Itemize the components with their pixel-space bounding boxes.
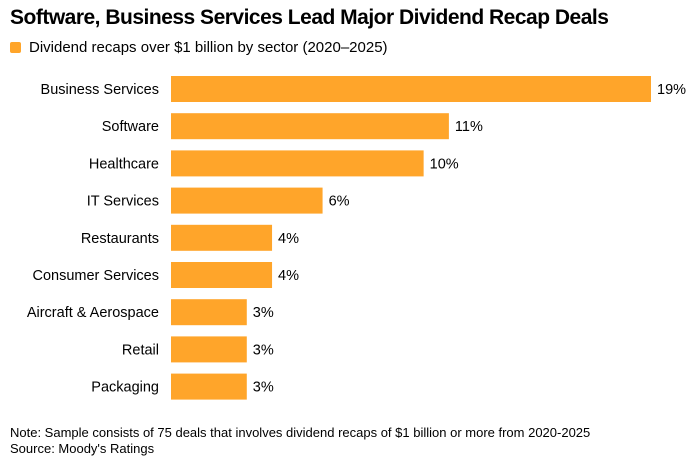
value-label: 3% xyxy=(253,380,274,396)
bar xyxy=(171,224,273,251)
bar-chart: Business Services 19% Software 11% Healthcar… xyxy=(27,76,686,400)
bar xyxy=(171,336,247,363)
bar xyxy=(171,262,273,288)
category-label: Business Services xyxy=(41,82,159,98)
value-label: 3% xyxy=(253,305,274,321)
value-label: 19% xyxy=(657,82,686,98)
legend-label: Dividend recaps over $1 billion by secto… xyxy=(29,39,388,56)
bar xyxy=(171,373,247,400)
footer: Note: Sample consists of 75 deals that i… xyxy=(10,425,590,457)
value-label: 3% xyxy=(253,342,274,358)
value-label: 4% xyxy=(278,231,299,247)
category-label: Healthcare xyxy=(89,156,159,172)
value-label: 6% xyxy=(329,194,350,210)
bar xyxy=(171,299,247,326)
bar xyxy=(171,150,424,177)
category-label: Consumer Services xyxy=(32,268,159,284)
category-label: Aircraft & Aerospace xyxy=(27,305,159,321)
value-label: 11% xyxy=(455,119,483,135)
footnote: Note: Sample consists of 75 deals that i… xyxy=(10,425,591,440)
category-label: Retail xyxy=(122,342,159,358)
chart-title: Software, Business Services Lead Major D… xyxy=(10,6,609,29)
value-label: 4% xyxy=(278,268,299,284)
category-label: Restaurants xyxy=(81,231,159,247)
bar xyxy=(171,76,651,102)
bar xyxy=(171,187,323,214)
source-note: Source: Moody's Ratings xyxy=(10,441,155,456)
bar xyxy=(171,113,449,140)
legend: Dividend recaps over $1 billion by secto… xyxy=(10,39,388,56)
category-label: IT Services xyxy=(87,194,159,210)
legend-swatch xyxy=(10,42,21,53)
value-label: 10% xyxy=(430,156,459,172)
category-label: Software xyxy=(102,119,159,135)
category-label: Packaging xyxy=(91,380,159,396)
